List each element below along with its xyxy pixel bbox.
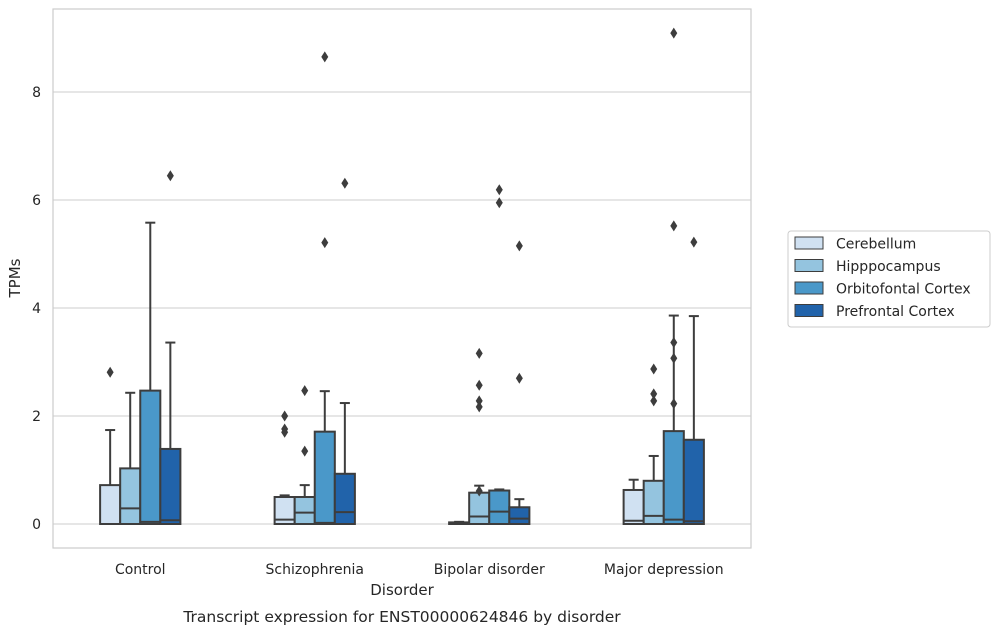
x-tick-label-0: Control	[115, 562, 166, 578]
box-body	[508, 506, 531, 526]
outlier-point	[475, 379, 483, 391]
outlier-point	[301, 445, 309, 457]
box-body	[622, 488, 645, 526]
legend-swatch-2	[794, 281, 824, 295]
outlier-point	[166, 170, 174, 182]
box-body	[642, 479, 665, 525]
box-body	[119, 467, 142, 526]
box-body	[159, 447, 182, 525]
outlier-point	[690, 236, 698, 248]
outlier-point	[475, 401, 483, 413]
box-body	[99, 484, 122, 525]
box-2-0	[448, 520, 471, 526]
x-tick-label-1: Schizophrenia	[266, 562, 364, 578]
outlier-point	[495, 197, 503, 209]
box-body	[139, 389, 162, 525]
box-2-1	[468, 347, 491, 525]
outlier-point	[670, 27, 678, 39]
box-body	[468, 491, 491, 525]
legend: Cerebellum Hipppocampus Orbitofontal Corte…	[787, 230, 991, 328]
outlier-point	[670, 398, 678, 410]
box-group-2	[448, 184, 531, 526]
x-tick-label-3: Major depression	[604, 562, 724, 578]
outlier-point	[321, 237, 329, 249]
box-body	[662, 430, 685, 525]
outlier-point	[301, 385, 309, 397]
outlier-point	[475, 485, 483, 497]
box-body	[488, 489, 511, 525]
box-body	[333, 472, 356, 525]
y-tick-label-0: 0	[32, 517, 41, 533]
box-group-0	[99, 170, 182, 526]
outlier-point	[281, 410, 289, 422]
legend-swatch-3	[794, 304, 824, 317]
box-0-0	[99, 366, 122, 525]
x-tick-label-2: Bipolar disorder	[434, 562, 545, 578]
y-tick-label-2: 2	[32, 409, 41, 425]
outlier-point	[670, 220, 678, 232]
box-3-1	[642, 363, 665, 525]
box-group-3	[622, 27, 705, 526]
y-axis-title: TPMs	[6, 258, 24, 298]
box-0-3	[159, 170, 182, 525]
box-1-3	[333, 177, 356, 525]
box-body	[313, 430, 336, 525]
box-2-3	[508, 240, 531, 526]
outlier-point	[106, 366, 114, 378]
box-3-0	[622, 478, 645, 526]
outlier-point	[670, 352, 678, 364]
legend-label-3: Prefrontal Cortex	[836, 304, 955, 320]
legend-label-1: Hipppocampus	[836, 259, 941, 275]
y-axis-ticks: 0 2 4 6 8	[32, 85, 41, 533]
y-tick-label-4: 4	[32, 301, 41, 317]
box-1-1	[293, 385, 316, 525]
legend-swatch-1	[794, 259, 824, 272]
legend-label-0: Cerebellum	[836, 237, 916, 253]
outlier-point	[321, 51, 329, 63]
chart-title: Transcript expression for ENST0000062484…	[182, 608, 621, 626]
legend-frame	[787, 230, 991, 328]
box-body	[682, 438, 705, 526]
box-groups	[99, 27, 705, 526]
outlier-point	[650, 363, 658, 375]
outlier-point	[515, 240, 523, 252]
box-group-1	[273, 51, 356, 525]
x-axis-ticks: Control Schizophrenia Bipolar disorder Majo…	[115, 562, 724, 578]
outlier-point	[475, 347, 483, 359]
legend-label-2: Orbitofontal Cortex	[836, 282, 971, 298]
outlier-point	[495, 184, 503, 196]
box-3-3	[682, 236, 705, 526]
y-tick-label-6: 6	[32, 193, 41, 209]
outlier-point	[341, 177, 349, 189]
x-axis-title: Disorder	[370, 581, 434, 599]
box-body	[293, 496, 316, 525]
outlier-point	[650, 395, 658, 407]
outlier-point	[670, 337, 678, 349]
outlier-point	[515, 372, 523, 384]
y-tick-label-8: 8	[32, 85, 41, 101]
legend-swatch-0	[794, 236, 824, 250]
outlier-point	[281, 423, 289, 435]
outlier-point	[650, 388, 658, 400]
outlier-point	[475, 395, 483, 407]
